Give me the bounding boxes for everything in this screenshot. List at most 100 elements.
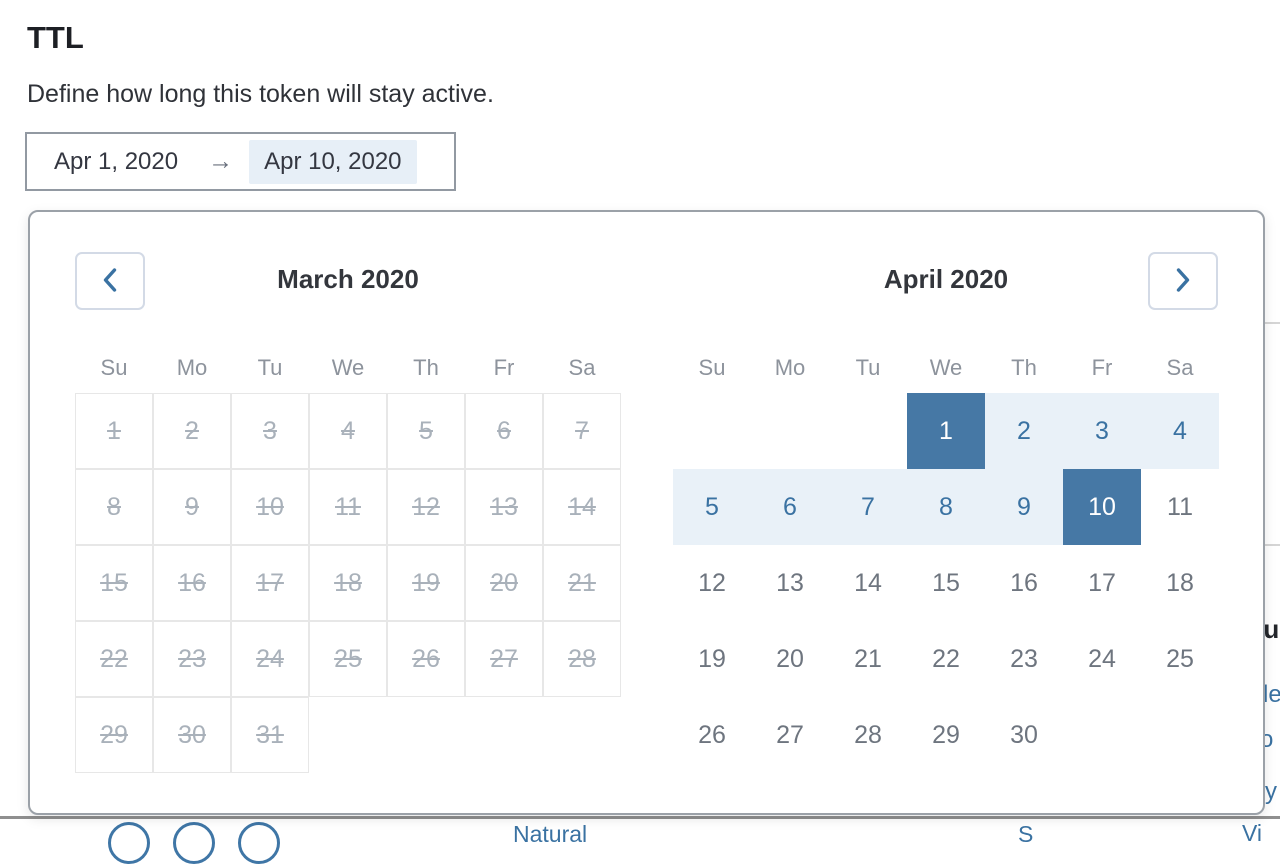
day-cell[interactable]: 19	[698, 644, 726, 673]
day-cell[interactable]: 2	[985, 393, 1063, 469]
day-cell: 17	[231, 545, 309, 621]
date-picker-popup: March 2020 Su Mo Tu We Th Fr Sa 1 2 3 4 5 6 7 8 9 10 11 1…	[28, 210, 1265, 815]
day-cell: 28	[543, 621, 621, 697]
weekday-label: Tu	[257, 355, 283, 380]
chevron-right-icon	[1174, 267, 1192, 296]
weekday-label: Th	[413, 355, 439, 380]
previous-month-button[interactable]	[75, 252, 145, 310]
month-panel-march: March 2020 Su Mo Tu We Th Fr Sa 1 2 3 4 5 6 7 8 9 10 11 1…	[75, 212, 621, 817]
day-cell[interactable]: 17	[1088, 568, 1116, 597]
day-cell[interactable]: 28	[854, 720, 882, 749]
day-cell[interactable]: 24	[1088, 644, 1116, 673]
day-cell: 2	[153, 393, 231, 469]
clipped-link-fragment[interactable]: Natural	[513, 821, 588, 847]
clipped-link-fragment[interactable]: y	[1265, 778, 1277, 805]
day-cell: 11	[309, 469, 387, 545]
weekday-header-row: Su Mo Tu We Th Fr Sa	[673, 355, 1219, 381]
day-cell[interactable]: 20	[776, 644, 804, 673]
day-cell: 23	[153, 621, 231, 697]
day-cell: 18	[309, 545, 387, 621]
weekday-label: Th	[1011, 355, 1037, 380]
page-description: Define how long this token will stay act…	[27, 80, 494, 108]
day-cell[interactable]: 22	[932, 644, 960, 673]
weekday-label: Fr	[1091, 355, 1113, 380]
day-cell: 1	[75, 393, 153, 469]
clipped-link-fragment[interactable]: S	[1018, 821, 1034, 847]
next-month-button[interactable]	[1148, 252, 1218, 310]
day-cell[interactable]: 27	[776, 720, 804, 749]
day-cell: 12	[387, 469, 465, 545]
arrow-right-icon: →	[208, 147, 234, 175]
clipped-circle-button[interactable]	[108, 822, 150, 864]
day-cell: 19	[387, 545, 465, 621]
day-grid: 1 2 3 4 5 6 7 8 9 10 11 12 13 14 15 16 17 18 19 20 21 22 23 24 2…	[75, 393, 621, 773]
day-cell[interactable]: 18	[1166, 568, 1194, 597]
day-cell[interactable]: 25	[1166, 644, 1194, 673]
empty-cell	[387, 697, 465, 773]
day-cell: 25	[309, 621, 387, 697]
day-cell: 22	[75, 621, 153, 697]
clipped-circle-button[interactable]	[173, 822, 215, 864]
day-cell[interactable]: 29	[932, 720, 960, 749]
day-cell[interactable]: 10	[1063, 469, 1141, 545]
day-cell[interactable]: 3	[1063, 393, 1141, 469]
day-cell: 6	[465, 393, 543, 469]
day-cell: 5	[387, 393, 465, 469]
start-date-value[interactable]: Apr 1, 2020	[54, 147, 179, 175]
weekday-label: Sa	[568, 355, 596, 380]
weekday-label: Su	[100, 355, 128, 380]
day-cell: 26	[387, 621, 465, 697]
date-range-input[interactable]: Apr 1, 2020 → Apr 10, 2020	[25, 132, 456, 191]
day-cell[interactable]: 13	[776, 568, 804, 597]
day-cell: 16	[153, 545, 231, 621]
weekday-label: Tu	[855, 355, 881, 380]
empty-cell	[1141, 697, 1219, 773]
section-divider	[0, 816, 1280, 819]
end-date-value[interactable]: Apr 10, 2020	[249, 139, 417, 184]
day-cell: 9	[153, 469, 231, 545]
day-cell[interactable]: 23	[1010, 644, 1038, 673]
clipped-circle-button[interactable]	[238, 822, 280, 864]
day-cell[interactable]: 1	[907, 393, 985, 469]
day-cell[interactable]: 5	[673, 469, 751, 545]
day-cell[interactable]: 12	[698, 568, 726, 597]
day-cell: 30	[153, 697, 231, 773]
day-cell: 10	[231, 469, 309, 545]
month-title: March 2020	[277, 264, 419, 294]
day-cell[interactable]: 11	[1167, 492, 1193, 521]
day-cell[interactable]: 21	[854, 644, 882, 673]
day-cell[interactable]: 26	[698, 720, 726, 749]
weekday-label: We	[331, 355, 365, 380]
day-cell[interactable]: 30	[1010, 720, 1038, 749]
day-cell: 21	[543, 545, 621, 621]
day-cell[interactable]: 8	[907, 469, 985, 545]
empty-cell	[543, 697, 621, 773]
weekday-label: We	[929, 355, 963, 380]
weekday-header-row: Su Mo Tu We Th Fr Sa	[75, 355, 621, 381]
day-cell: 14	[543, 469, 621, 545]
day-cell[interactable]: 4	[1141, 393, 1219, 469]
day-grid: 1 2 3 4 5 6 7 8 9 10 11 12 13 14 15 16 17 18 19 20 21 22 23 24 2…	[673, 393, 1219, 773]
day-cell: 3	[231, 393, 309, 469]
day-cell: 27	[465, 621, 543, 697]
day-cell[interactable]: 15	[932, 568, 960, 597]
month-panel-april: April 2020 Su Mo Tu We Th Fr Sa 1 2 3 4 5 6 7 8 9 10 11 1…	[673, 212, 1219, 817]
weekday-label: Fr	[493, 355, 515, 380]
day-cell: 4	[309, 393, 387, 469]
clipped-link-fragment[interactable]: Vi	[1242, 820, 1263, 846]
day-cell[interactable]: 16	[1010, 568, 1038, 597]
day-cell: 20	[465, 545, 543, 621]
weekday-label: Mo	[176, 355, 208, 380]
day-cell[interactable]: 6	[751, 469, 829, 545]
clipped-link-fragment[interactable]: le	[1263, 681, 1280, 708]
page-title: TTL	[27, 20, 84, 55]
day-cell: 24	[231, 621, 309, 697]
day-cell[interactable]: 14	[854, 568, 882, 597]
empty-cell	[309, 697, 387, 773]
month-title: April 2020	[883, 264, 1009, 294]
day-cell[interactable]: 9	[985, 469, 1063, 545]
empty-cell	[465, 697, 543, 773]
empty-cell	[673, 393, 751, 469]
day-cell: 29	[75, 697, 153, 773]
day-cell[interactable]: 7	[829, 469, 907, 545]
